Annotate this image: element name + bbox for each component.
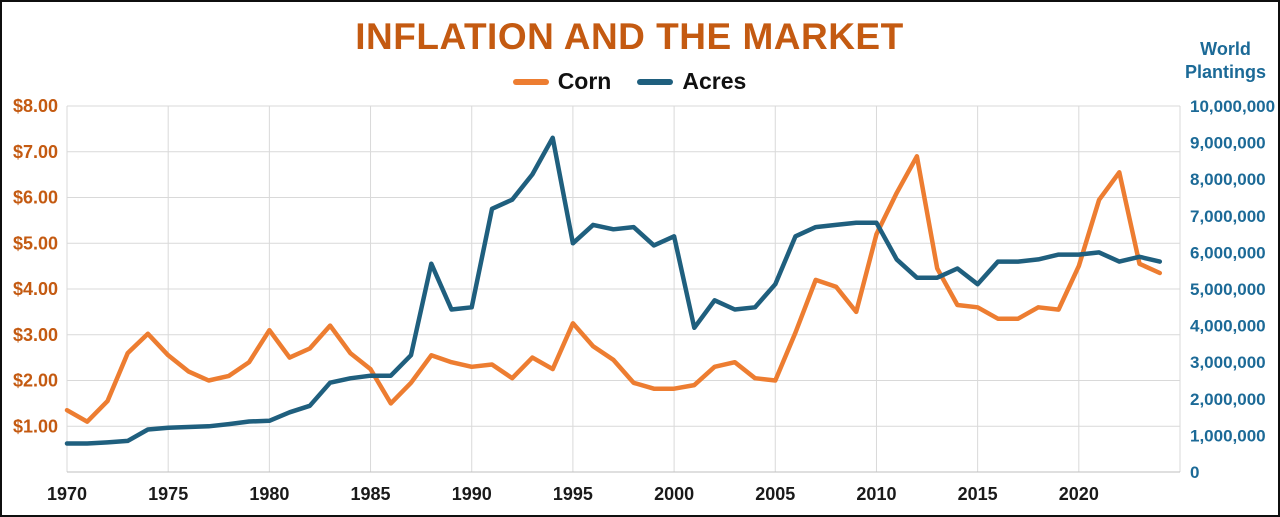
x-axis-tick: 2020	[1059, 484, 1099, 504]
left-axis-tick: $4.00	[13, 279, 58, 299]
left-axis-tick: $7.00	[13, 142, 58, 162]
left-axis-tick: $2.00	[13, 371, 58, 391]
right-axis-tick: 7,000,000	[1190, 207, 1266, 226]
left-axis-tick: $8.00	[13, 96, 58, 116]
acres-line-swatch-icon	[637, 78, 674, 85]
legend-label-acres: Acres	[682, 68, 747, 94]
legend-item-corn: Corn	[512, 68, 612, 95]
right-axis-tick: 0	[1190, 463, 1199, 482]
corn-line-swatch-icon	[512, 78, 549, 85]
world-plantings-line2: Plantings	[1184, 62, 1266, 82]
right-axis-tick: 3,000,000	[1190, 353, 1266, 372]
right-axis-tick: 1,000,000	[1190, 426, 1266, 445]
left-axis-tick: $6.00	[13, 188, 58, 208]
right-axis-tick: 6,000,000	[1190, 243, 1266, 262]
legend-label-corn: Corn	[557, 68, 612, 94]
x-axis-tick: 2005	[755, 484, 795, 504]
left-axis-tick: $3.00	[13, 325, 58, 345]
chart-title: INFLATION AND THE MARKET	[355, 16, 904, 57]
right-axis-tick: 8,000,000	[1190, 170, 1266, 189]
corn-line	[64, 154, 1163, 424]
right-axis-tick: 2,000,000	[1190, 390, 1266, 409]
right-axis-tick: 5,000,000	[1190, 280, 1266, 299]
x-axis-tick: 1980	[249, 484, 289, 504]
x-axis-tick: 1985	[351, 484, 391, 504]
x-axis-tick: 1995	[553, 484, 593, 504]
left-axis-tick: $5.00	[13, 233, 58, 253]
right-axis-tick: 10,000,000	[1190, 97, 1275, 116]
x-axis-tick: 1990	[452, 484, 492, 504]
x-axis-tick: 2015	[958, 484, 998, 504]
x-axis-tick: 2000	[654, 484, 694, 504]
left-axis-tick: $1.00	[13, 416, 58, 436]
acres-line	[64, 135, 1163, 446]
legend-item-acres: Acres	[637, 68, 746, 95]
right-axis-tick: 9,000,000	[1190, 134, 1266, 153]
right-axis-tick: 4,000,000	[1190, 317, 1266, 336]
chart-legend: Corn Acres	[2, 68, 1257, 95]
world-plantings-label: World Plantings	[1185, 38, 1266, 84]
x-axis-tick: 1970	[47, 484, 87, 504]
world-plantings-line1: World	[1200, 39, 1251, 59]
x-axis-tick: 1975	[148, 484, 188, 504]
x-axis-tick: 2010	[856, 484, 896, 504]
